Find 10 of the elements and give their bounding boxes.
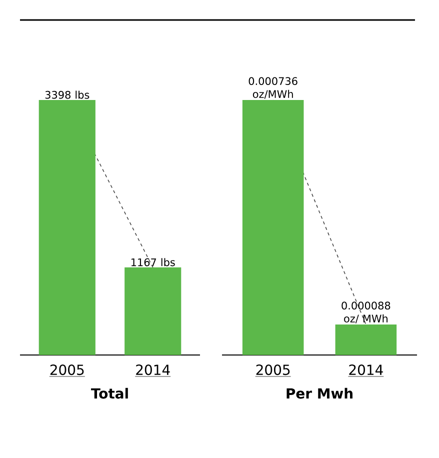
x-tick-label: 2014 bbox=[349, 364, 383, 376]
data-label: 3398 lbs bbox=[45, 90, 90, 99]
x-axis-title: Total bbox=[91, 388, 128, 399]
data-label: 1167 lbs bbox=[131, 258, 175, 266]
x-axis-title: Per Mwh bbox=[286, 388, 352, 399]
x-tick-label: 2014 bbox=[136, 364, 170, 376]
x-tick-label: 2005 bbox=[256, 364, 290, 376]
x-tick-label: 2005 bbox=[50, 364, 84, 376]
data-label: 0.000088 oz/ MWh bbox=[342, 302, 390, 324]
data-label: 0.000736 oz/MWh bbox=[248, 77, 298, 99]
